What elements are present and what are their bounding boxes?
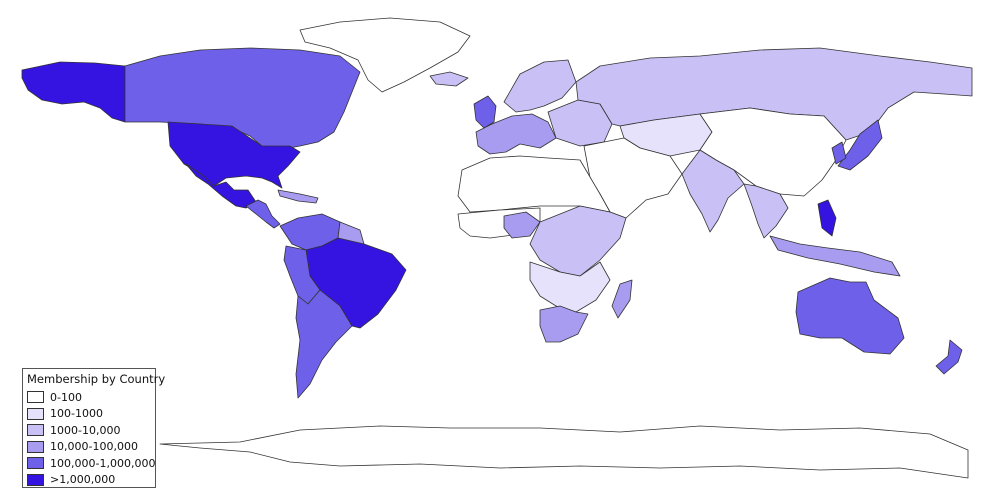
antarctica [159, 425, 969, 479]
western-europe [475, 113, 557, 155]
legend-row: 1000-10,000 [27, 422, 151, 439]
legend-swatch [27, 391, 44, 404]
new-zealand [935, 339, 963, 375]
legend-label: 10,000-100,000 [50, 440, 138, 454]
scandinavia [503, 59, 577, 113]
south-africa [539, 305, 589, 343]
iceland [429, 71, 469, 87]
alaska [21, 61, 126, 123]
indonesia-png [769, 235, 901, 277]
greenland [299, 17, 471, 93]
philippines [817, 199, 837, 237]
madagascar [611, 279, 633, 319]
legend-label: 100,000-1,000,000 [50, 456, 156, 470]
uk-ireland [473, 95, 497, 129]
southeast-asia [743, 183, 789, 239]
legend-row: 100-1000 [27, 406, 151, 423]
japan [837, 119, 883, 171]
india [681, 149, 745, 233]
southern-cone [295, 289, 353, 399]
legend-swatch [27, 457, 44, 470]
central-east-africa [529, 205, 627, 277]
legend-row: 10,000-100,000 [27, 439, 151, 456]
caribbean [277, 189, 319, 204]
legend-swatch [27, 473, 44, 486]
legend-row: 0-100 [27, 389, 151, 406]
legend-swatch [27, 440, 44, 453]
southern-africa [529, 261, 611, 313]
legend-label: 1000-10,000 [50, 423, 121, 437]
legend-label: 0-100 [50, 390, 82, 404]
central-america [245, 199, 281, 229]
australia [795, 277, 905, 355]
map-legend: Membership by Country 0-100 100-1000 1000-… [22, 368, 166, 489]
korea [831, 141, 847, 165]
legend-swatch [27, 407, 44, 420]
legend-label: >1,000,000 [50, 473, 116, 487]
nigeria [503, 211, 541, 239]
legend-row: >1,000,000 [27, 472, 151, 489]
legend-title: Membership by Country [27, 372, 166, 386]
legend-row: 100,000-1,000,000 [27, 455, 155, 472]
legend-label: 100-1000 [50, 407, 103, 421]
legend-swatch [27, 424, 44, 437]
